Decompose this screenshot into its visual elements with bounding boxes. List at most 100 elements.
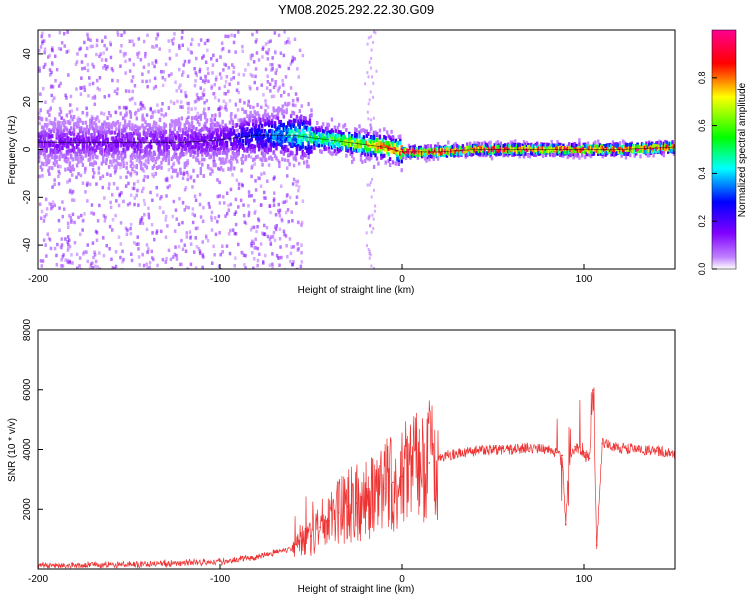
spectrogram-cell	[56, 164, 60, 169]
spectrogram-cell	[105, 161, 108, 166]
spectrogram-cell	[354, 128, 357, 133]
spectrogram-cell	[388, 135, 392, 140]
spectrogram-cell	[122, 127, 125, 132]
spectrogram-cell	[281, 144, 284, 149]
spectrogram-noise-cell	[162, 210, 165, 214]
spectrogram-cell	[527, 145, 530, 150]
spectrogram-noise-cell	[229, 202, 233, 207]
spectrogram-cell	[608, 142, 612, 147]
spectrogram-cell	[621, 139, 625, 144]
spectrogram-cell	[160, 165, 163, 170]
spectrogram-cell	[96, 144, 99, 149]
spectrogram-cell	[263, 129, 267, 133]
spectrogram-cell	[151, 110, 154, 115]
spectrogram-cell	[222, 128, 226, 133]
spectrogram-cell	[172, 169, 175, 174]
spectrogram-noise-cell	[214, 77, 218, 82]
spectrogram-noise-cell	[143, 212, 146, 217]
spectrogram-cell	[99, 131, 102, 136]
spectrogram-cell	[383, 146, 386, 151]
spectrogram-noise-cell	[266, 74, 269, 79]
spectrogram-noise-cell	[153, 76, 157, 81]
spectrogram-cell	[646, 149, 649, 154]
spectrogram-cell	[364, 129, 367, 134]
spectrogram-cell	[370, 126, 373, 131]
spectrogram-noise-cell	[228, 82, 231, 86]
spectrogram-cell	[211, 140, 214, 145]
spectrogram-cell	[611, 143, 615, 148]
spectrogram-cell	[365, 141, 368, 146]
spectrogram-noise-cell	[254, 209, 257, 214]
spectrogram-cell	[209, 137, 213, 142]
spectrogram-noise-cell	[198, 115, 201, 119]
spectrogram-cell	[218, 111, 221, 116]
spectrogram-cell	[584, 155, 587, 160]
spectrogram-cell	[151, 158, 154, 163]
spectrogram-cell	[474, 143, 478, 148]
spectrogram-cell	[381, 143, 384, 147]
spectrogram-noise-cell	[159, 196, 162, 201]
spectrogram-cell	[265, 148, 268, 153]
spectrogram-cell	[119, 143, 122, 148]
spectrogram-cell	[294, 137, 297, 142]
spectrogram-noise-cell	[291, 98, 295, 103]
spectrogram-cell	[514, 143, 517, 147]
spectrogram-cell	[107, 122, 111, 127]
spectrogram-cell	[150, 156, 153, 161]
spectrogram-noise-cell	[131, 186, 134, 191]
spectrogram-noise-cell	[366, 71, 369, 75]
spectrogram-cell	[246, 127, 249, 132]
spectrogram-noise-cell	[214, 232, 218, 237]
spectrogram-cell	[176, 119, 179, 123]
spectrogram-noise-cell	[50, 206, 53, 211]
spectrogram-cell	[174, 122, 178, 127]
spectrogram-noise-cell	[227, 208, 230, 212]
spectrogram-noise-cell	[372, 81, 375, 85]
spectrogram-cell	[199, 142, 202, 147]
spectrogram-cell	[616, 151, 619, 156]
spectrogram-cell	[294, 129, 297, 134]
spectrogram-cell	[224, 135, 227, 140]
spectrogram-cell	[327, 132, 331, 137]
spectrogram-cell	[218, 136, 221, 141]
spectrogram-noise-cell	[92, 116, 95, 121]
spectrogram-cell	[483, 144, 486, 149]
spectrogram-cell	[501, 144, 504, 149]
spectrogram-cell	[179, 168, 182, 172]
spectrogram-cell	[578, 142, 581, 147]
spectrogram-cell	[109, 144, 112, 148]
spectrogram-cell	[522, 150, 526, 154]
spectrogram-cell	[623, 140, 626, 145]
spectrogram-cell	[533, 149, 536, 154]
spectrogram-cell	[412, 148, 415, 153]
spectrogram-cell	[540, 146, 543, 151]
spectrogram-cell	[109, 159, 112, 164]
spectrogram-noise-cell	[208, 153, 211, 157]
spectrogram-cell	[89, 118, 92, 123]
spectrogram-noise-cell	[163, 78, 167, 82]
spectrogram-cell	[272, 143, 275, 148]
spectrogram-cell	[333, 136, 336, 141]
spectrogram-cell	[185, 126, 188, 131]
spectrogram-cell	[263, 143, 267, 148]
spectrogram-cell	[339, 147, 342, 152]
spectrogram-noise-cell	[287, 92, 290, 97]
spectrogram-noise-cell	[135, 158, 139, 163]
spectrogram-cell	[67, 149, 70, 154]
spectrogram-cell	[247, 122, 251, 127]
spectrogram-cell	[154, 121, 157, 126]
spectrogram-noise-cell	[241, 183, 244, 188]
spectrogram-cell	[579, 148, 582, 153]
spectrogram-cell	[240, 127, 243, 131]
spectrogram-cell	[166, 142, 169, 147]
spectrogram-cell	[485, 142, 488, 147]
spectrogram-cell	[257, 127, 261, 132]
spectrogram-cell	[384, 136, 387, 141]
spectrogram-cell	[179, 154, 182, 159]
spectrogram-cell	[432, 157, 435, 161]
spectrogram-cell	[252, 148, 255, 153]
spectrogram-cell	[59, 128, 63, 133]
spectrogram-cell	[240, 142, 243, 147]
spectrogram-cell	[256, 111, 259, 116]
spectrogram-cell	[589, 154, 593, 159]
